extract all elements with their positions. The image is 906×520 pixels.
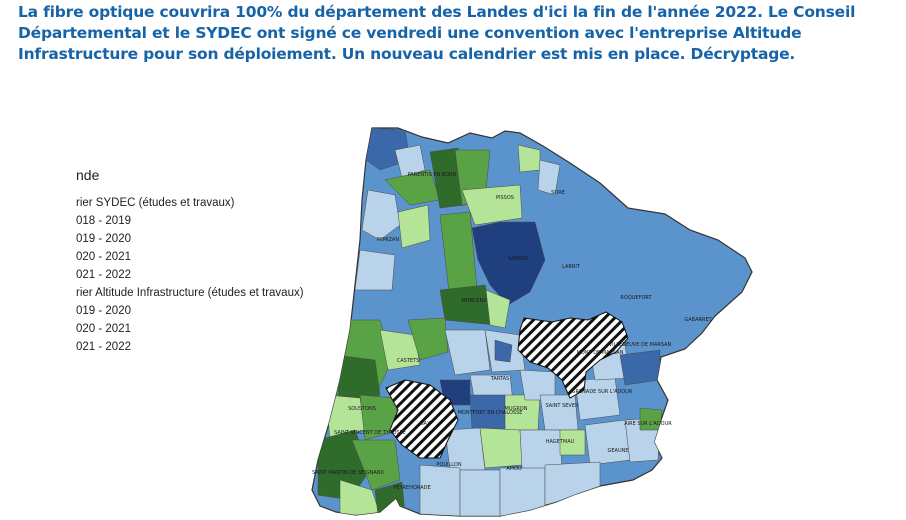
legend-item-altitude-2019-2020: 019 - 2020 bbox=[76, 305, 131, 317]
town-label-sore: SORE bbox=[551, 190, 565, 196]
town-label-saint-martin: SAINT MARTIN DE SEIGNANX bbox=[312, 470, 384, 476]
zone-sydec-2021-2022 bbox=[361, 189, 401, 241]
town-label-castets: CASTETS bbox=[397, 358, 420, 364]
zone-altitude-2021-2022 bbox=[461, 184, 523, 226]
town-label-parentis: PARENTIS EN BORN bbox=[408, 172, 457, 178]
legend-item-sydec-2020-2021: 020 - 2021 bbox=[76, 251, 131, 263]
zone-altitude-2021-2022 bbox=[479, 427, 523, 469]
zone-altitude-2020-2021 bbox=[351, 439, 401, 491]
town-label-saint-vincent: SAINT VINCENT DE TYROSSE bbox=[334, 430, 406, 436]
zone-sydec-2021-2022 bbox=[444, 329, 491, 376]
legend-group-sydec: rier SYDEC (études et travaux) bbox=[76, 197, 235, 209]
zone-altitude-2021-2022 bbox=[379, 329, 421, 371]
landes-map: PARENTIS EN BORN SORE PISSOS MIMIZAN SAB… bbox=[0, 95, 906, 520]
town-label-montfort: MONTFORT EN CHALOSSE bbox=[458, 410, 523, 416]
zone-sydec-2021-2022 bbox=[544, 461, 601, 506]
zone-mont-de-marsan-hatched bbox=[517, 311, 629, 399]
zone-sydec-2021-2022 bbox=[354, 249, 396, 291]
legend-item-sydec-2019-2020: 019 - 2020 bbox=[76, 233, 131, 245]
legend-item-altitude-2020-2021: 020 - 2021 bbox=[76, 323, 131, 335]
town-label-morcenx: MORCENX bbox=[461, 298, 487, 304]
zone-altitude-2020-2021 bbox=[407, 317, 449, 361]
zone-altitude-2021-2022 bbox=[559, 429, 586, 456]
town-label-pouillon: POUILLON bbox=[436, 462, 461, 468]
article-intro: La fibre optique couvrira 100% du départ… bbox=[18, 3, 856, 63]
town-label-labrit: LABRIT bbox=[562, 264, 581, 270]
town-label-villeneuve: VILLENEUVE DE MARSAN bbox=[609, 342, 672, 348]
zone-sydec-2018-2019 bbox=[471, 221, 546, 306]
zone-sydec-2021-2022 bbox=[539, 394, 579, 431]
zone-altitude-2021-2022 bbox=[397, 204, 431, 249]
town-label-soustons: SOUSTONS bbox=[348, 406, 376, 412]
town-label-saint-sever: SAINT SEVER bbox=[546, 403, 579, 409]
legend-item-altitude-2021-2022: 021 - 2022 bbox=[76, 341, 131, 353]
town-label-dax: DAX bbox=[420, 421, 431, 427]
zone-sydec-2021-2022 bbox=[537, 159, 561, 196]
town-label-mimizan: MIMIZAN bbox=[377, 237, 399, 243]
town-label-amou: AMOU bbox=[506, 466, 522, 472]
town-label-gabarret: GABARRET bbox=[684, 317, 712, 323]
town-label-sabres: SABRES bbox=[508, 256, 528, 262]
zone-sydec-2019-2020 bbox=[619, 349, 661, 386]
town-label-grenade: GRENADE SUR L'ADOUR bbox=[572, 389, 633, 395]
legend-item-sydec-2021-2022: 021 - 2022 bbox=[76, 269, 131, 281]
town-label-mont-de-marsan: MONT DE MARSAN bbox=[577, 350, 624, 356]
zone-altitude-2021-2022 bbox=[485, 289, 511, 329]
zone-sydec-2021-2022 bbox=[419, 464, 461, 516]
legend-title: nde bbox=[76, 167, 100, 183]
town-label-aire: AIRE SUR L'ADOUR bbox=[624, 421, 672, 427]
zone-sydec-2021-2022 bbox=[519, 429, 563, 471]
legend-item-sydec-2018-2019: 018 - 2019 bbox=[76, 215, 131, 227]
zone-sydec-2019-2020 bbox=[494, 339, 513, 363]
town-label-hagetmau: HAGETMAU bbox=[546, 439, 575, 445]
town-label-peyrehorade: PEYREHORADE bbox=[393, 485, 430, 491]
town-label-pissos: PISSOS bbox=[496, 195, 514, 201]
town-label-tartas: TARTAS bbox=[490, 376, 509, 382]
zone-altitude-2019-2020 bbox=[429, 147, 466, 209]
zone-altitude-2021-2022 bbox=[517, 144, 541, 173]
town-label-geaune: GEAUNE bbox=[607, 448, 628, 454]
zone-sydec-2021-2022 bbox=[459, 469, 501, 516]
map-legend: nde rier SYDEC (études et travaux) 018 -… bbox=[76, 167, 304, 356]
zone-sydec-2021-2022 bbox=[499, 467, 546, 516]
zone-dax-hatched bbox=[385, 379, 459, 459]
town-label-roquefort: ROQUEFORT bbox=[620, 295, 652, 301]
legend-group-altitude: rier Altitude Infrastructure (études et … bbox=[76, 287, 304, 299]
town-label-mugron: MUGRON bbox=[505, 406, 528, 412]
zone-sydec-2021-2022 bbox=[394, 144, 426, 179]
